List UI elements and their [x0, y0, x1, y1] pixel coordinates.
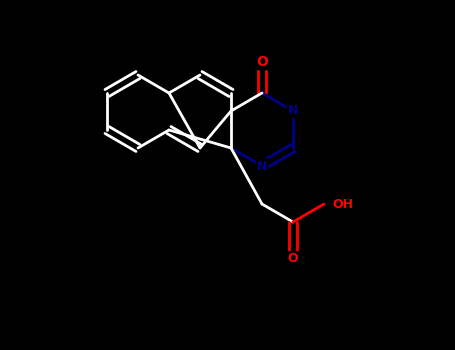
Text: O: O: [288, 252, 298, 266]
Text: OH: OH: [332, 197, 353, 210]
Text: N: N: [288, 105, 298, 118]
Text: O: O: [256, 55, 268, 69]
Text: N: N: [257, 160, 267, 173]
